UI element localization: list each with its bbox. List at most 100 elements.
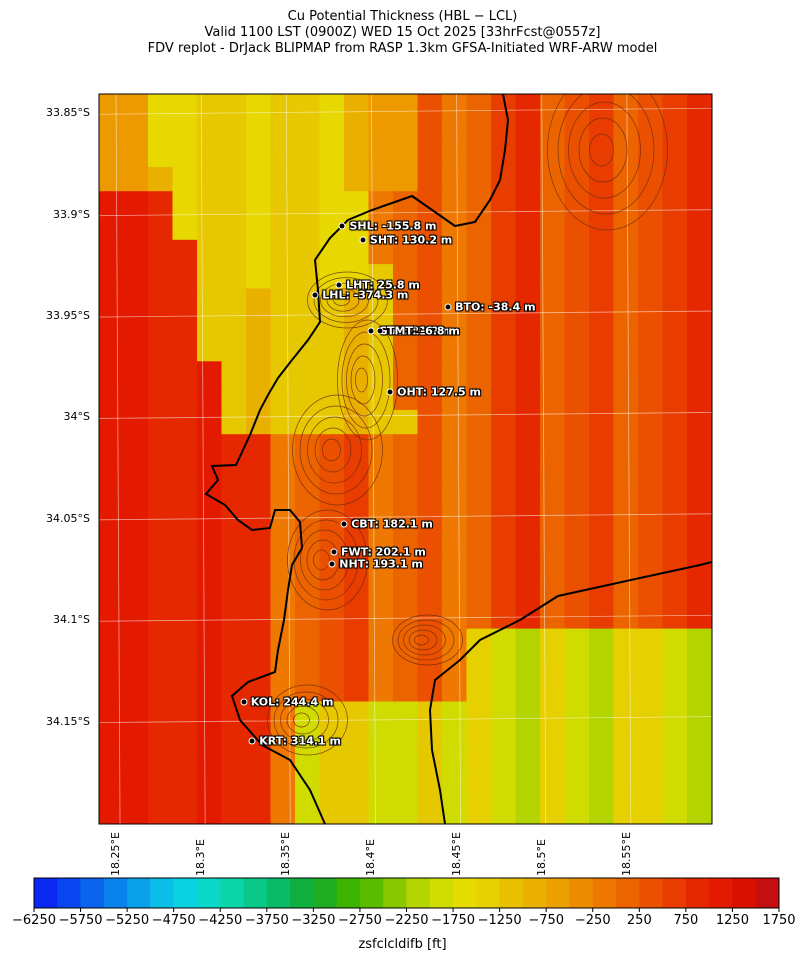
heatmap-cell	[442, 409, 467, 435]
contour-line	[293, 712, 310, 728]
heatmap-cell	[687, 823, 712, 824]
heatmap-cell	[564, 239, 590, 265]
heatmap-cell	[662, 288, 688, 314]
heatmap-cell	[515, 458, 541, 484]
heatmap-cell	[491, 458, 516, 484]
heatmap-cell	[589, 434, 614, 459]
heatmap-cell	[319, 458, 345, 484]
colorbar-tick-label: 1250	[715, 913, 749, 928]
station-marker-kol	[240, 698, 248, 706]
station-label-cbt: CBT: 182.1 m	[351, 517, 433, 531]
heatmap-cell	[662, 239, 688, 265]
heatmap-cell	[393, 94, 418, 119]
heatmap-cell	[246, 434, 271, 459]
heatmap-cell	[662, 118, 688, 144]
heatmap-cell	[662, 337, 688, 362]
heatmap-cell	[172, 166, 198, 192]
heatmap-cell	[687, 264, 712, 289]
heatmap-cell	[417, 507, 443, 532]
terrain-contours	[267, 94, 668, 756]
colorbar-tick-label: −3750	[244, 913, 289, 928]
heatmap-cell	[221, 507, 247, 532]
heatmap-cell	[99, 677, 124, 702]
colorbar-tick-label: 750	[673, 913, 699, 928]
heatmap-cell	[393, 434, 418, 459]
heatmap-cell	[589, 312, 614, 338]
heatmap-cell	[197, 166, 222, 192]
heatmap-cell	[393, 264, 418, 289]
heatmap-cell	[711, 337, 712, 362]
heatmap-cell	[589, 361, 614, 387]
heatmap-cell	[319, 409, 345, 435]
heatmap-cell	[711, 580, 712, 605]
heatmap-cell	[613, 385, 639, 411]
heatmap-cell	[638, 215, 663, 241]
heatmap-cell	[319, 288, 345, 314]
heatmap-cell	[393, 750, 418, 775]
heatmap-cell	[246, 604, 271, 630]
contour-line	[280, 698, 329, 742]
heatmap-cell	[589, 94, 614, 119]
heatmap-cell	[687, 507, 712, 532]
heatmap-cell	[270, 166, 296, 192]
station-label-bto: BTO: -38.4 m	[455, 300, 536, 314]
heatmap-cell	[687, 725, 712, 751]
heatmap-cell	[417, 555, 443, 581]
heatmap-cell	[197, 604, 222, 630]
colorbar-swatch	[639, 878, 663, 908]
heatmap-cell	[711, 725, 712, 751]
heatmap-cell	[270, 361, 296, 387]
heatmap-cell	[540, 142, 565, 168]
heatmap-cell	[638, 531, 663, 557]
heatmap-cell	[319, 166, 345, 192]
heatmap-cell	[319, 482, 345, 508]
colorbar-swatch	[616, 878, 640, 908]
station-label-sht: SHT: 130.2 m	[369, 233, 453, 247]
heatmap-cell	[148, 191, 173, 216]
heatmap-cell	[515, 482, 541, 508]
heatmap-cell	[368, 434, 394, 459]
heatmap-cell	[368, 458, 394, 484]
heatmap-cell	[295, 166, 320, 192]
heatmap-cell	[417, 166, 443, 192]
heatmap-cell	[589, 628, 614, 654]
contour-line	[346, 343, 383, 417]
heatmap-cell	[466, 798, 492, 824]
heatmap-cell	[99, 725, 124, 751]
heatmap-cell	[613, 531, 639, 557]
heatmap-cell	[197, 774, 222, 800]
heatmap-cell	[564, 215, 590, 241]
station-label-shl: SHL: -155.8 m	[349, 219, 437, 233]
heatmap-cell	[417, 652, 443, 678]
heatmap-cell	[270, 482, 296, 508]
heatmap-cell	[172, 701, 198, 727]
station-marker-tmt	[376, 327, 384, 335]
heatmap-cell	[540, 725, 565, 751]
heatmap-cell	[442, 507, 467, 532]
colorbar-swatch	[57, 878, 81, 908]
heatmap-cell	[442, 118, 467, 144]
heatmap-cell	[368, 166, 394, 192]
colorbar-swatch	[732, 878, 757, 908]
heatmap-cell	[515, 215, 541, 241]
heatmap-cell	[515, 166, 541, 192]
heatmap-cell	[687, 312, 712, 338]
heatmap-cell	[466, 288, 492, 314]
heatmap-cell	[123, 482, 149, 508]
heatmap-cell	[711, 604, 712, 630]
heatmap-cell	[368, 118, 394, 144]
heatmap-cell	[564, 555, 590, 581]
heatmap-cell	[368, 555, 394, 581]
heatmap-cell	[197, 507, 222, 532]
heatmap-cell	[99, 264, 124, 289]
heatmap-cell	[466, 166, 492, 192]
heatmap-cell	[148, 94, 173, 119]
heatmap-cell	[368, 677, 394, 702]
heatmap-cell	[491, 580, 516, 605]
heatmap-cell	[613, 288, 639, 314]
heatmap-cell	[515, 337, 541, 362]
heatmap-cell	[270, 312, 296, 338]
contour-line	[307, 416, 362, 484]
heatmap-cell	[197, 118, 222, 144]
